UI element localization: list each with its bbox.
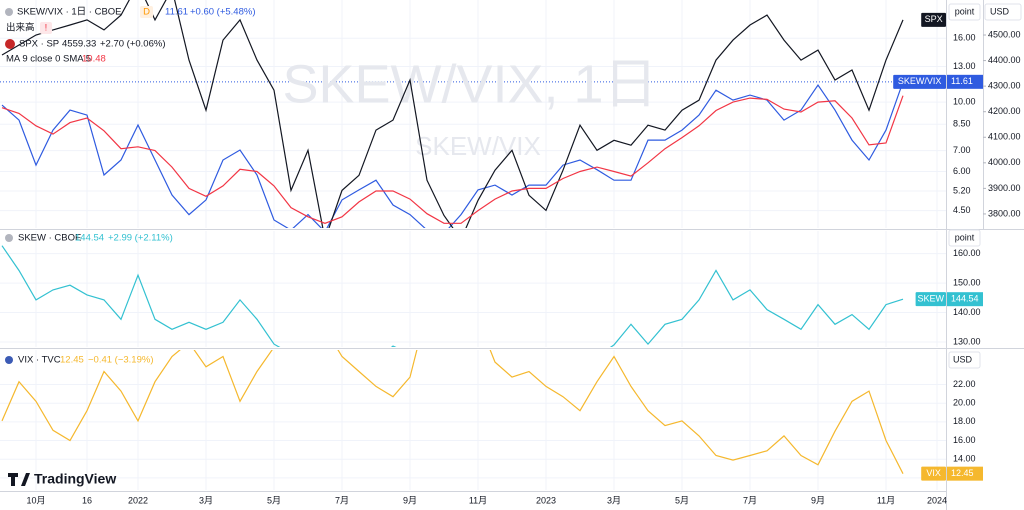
y2-tick-label: 4100.00 <box>988 132 1021 142</box>
y2-tick-label: 4000.00 <box>988 157 1021 167</box>
price-tag-value <box>947 292 983 307</box>
y-tick-label: 16.00 <box>953 435 976 445</box>
legend-title: SKEW · CBOE <box>18 233 81 244</box>
legend-change: −0.41 (−3.19%) <box>88 355 154 366</box>
axis-unit: USD <box>953 354 973 364</box>
badge <box>140 6 153 18</box>
x-tick-label: 7月 <box>743 495 757 505</box>
y-tick-label: 8.50 <box>953 119 971 129</box>
scale-button[interactable] <box>948 3 981 21</box>
x-tick-label: 5月 <box>675 495 689 505</box>
axis-unit: point <box>955 6 975 16</box>
y-tick-label: 22.00 <box>953 379 976 389</box>
symbol-icon <box>5 8 13 16</box>
legend-change: +2.70 (+0.06%) <box>100 39 166 50</box>
legend-title: VIX · TVC <box>18 355 61 366</box>
x-tick-label: 5月 <box>267 495 281 505</box>
axis-unit: USD <box>990 6 1010 16</box>
x-tick-label: 16 <box>82 495 92 505</box>
x-tick-label: 3月 <box>199 495 213 505</box>
y2-tick-label: 4200.00 <box>988 106 1021 116</box>
y-tick-label: 5.20 <box>953 185 971 195</box>
y-tick-label: 140.00 <box>953 307 981 317</box>
y-tick-label: 6.00 <box>953 166 971 176</box>
axes: 10月 16 2022 3月 5月 7月 9月 11月 2023 3月 5月 7月 9月 11月 2024 1… <box>26 12 1021 505</box>
price-tag-name: SPX <box>925 14 943 24</box>
symbol-icon <box>5 234 13 242</box>
y-tick-label: 18.00 <box>953 416 976 426</box>
volume-label: 出来高 <box>6 22 35 34</box>
axis-unit: point <box>955 232 975 242</box>
scale-button[interactable] <box>948 229 981 247</box>
y-tick-label: 20.00 <box>953 398 976 408</box>
price-tag-name: VIX <box>926 468 941 478</box>
x-tick-label: 2022 <box>128 495 148 505</box>
price-tag-name: SKEW/VIX <box>898 76 942 86</box>
price-tag <box>893 74 946 89</box>
x-tick-label: 9月 <box>811 495 825 505</box>
legend-title: SKEW/VIX · 1日 · CBOE <box>17 7 122 18</box>
price-tag-name: SKEW <box>918 294 945 304</box>
brand: TradingView <box>34 471 116 487</box>
alert-badge[interactable] <box>40 22 52 34</box>
y-tick-label: 13.00 <box>953 61 976 71</box>
x-tick-label: 10月 <box>26 495 45 505</box>
price-tag <box>921 466 946 481</box>
y2-tick-label: 3800.00 <box>988 208 1021 218</box>
y-tick-label: 130.00 <box>953 336 981 346</box>
y2-tick-label: 4400.00 <box>988 55 1021 65</box>
legend-value: 11.61 <box>165 7 188 18</box>
y-tick-label: 4.50 <box>953 205 971 215</box>
legend-series: SPX · SP <box>19 39 59 50</box>
y-tick-label: 150.00 <box>953 277 981 287</box>
series-line <box>1 95 904 224</box>
price-tag-text: 144.54 <box>951 294 979 304</box>
currency-button[interactable] <box>948 351 981 369</box>
interval-badge: D <box>143 7 150 18</box>
legend-value: 10.48 <box>82 54 106 65</box>
y2-tick-label: 4500.00 <box>988 29 1021 39</box>
y2-tick-label: 3900.00 <box>988 183 1021 193</box>
price-tag <box>915 292 946 307</box>
y-tick-label: 7.00 <box>953 145 971 155</box>
price-tag-value <box>947 466 983 481</box>
flag-icon <box>5 356 13 364</box>
price-tag-text: 11.61 <box>951 76 973 86</box>
grid <box>0 0 946 490</box>
legend-change: +0.60 (+5.48%) <box>190 7 256 18</box>
y-tick-label: 160.00 <box>953 248 981 258</box>
x-tick-label: 2023 <box>536 495 556 505</box>
plots <box>1 0 904 474</box>
legend-value: 144.54 <box>75 233 104 244</box>
price-tag-text: 12.45 <box>951 468 974 478</box>
x-tick-label: 9月 <box>403 495 417 505</box>
currency-button[interactable] <box>984 3 1022 21</box>
price-tag-value <box>947 74 983 89</box>
x-tick-label: 7月 <box>335 495 349 505</box>
legend-series: MA 9 close 0 SMA 5 <box>6 54 91 65</box>
y-tick-label: 10.00 <box>953 96 976 106</box>
x-tick-label: 2024 <box>927 495 947 505</box>
legend-value: 12.45 <box>60 355 84 366</box>
y2-tick-label: 4300.00 <box>988 81 1021 91</box>
watermark: SKEW/VIX, 1日 <box>282 54 657 114</box>
series-line <box>1 81 904 228</box>
series-line <box>1 350 904 474</box>
x-tick-label: 3月 <box>607 495 621 505</box>
price-tag <box>921 12 946 27</box>
legend-value: 4559.33 <box>62 39 96 50</box>
y-tick-label: 16.00 <box>953 33 976 43</box>
symbol-icon <box>5 39 15 49</box>
x-tick-label: 11月 <box>877 495 895 505</box>
x-tick-label: 11月 <box>469 495 487 505</box>
legend-change: +2.99 (+2.11%) <box>108 233 173 244</box>
alert-text: ! <box>45 23 48 34</box>
brand-logo <box>8 473 30 486</box>
watermark-sub: SKEW/VIX <box>415 131 541 161</box>
series-line <box>1 245 904 347</box>
y-tick-label: 14.00 <box>953 454 976 464</box>
